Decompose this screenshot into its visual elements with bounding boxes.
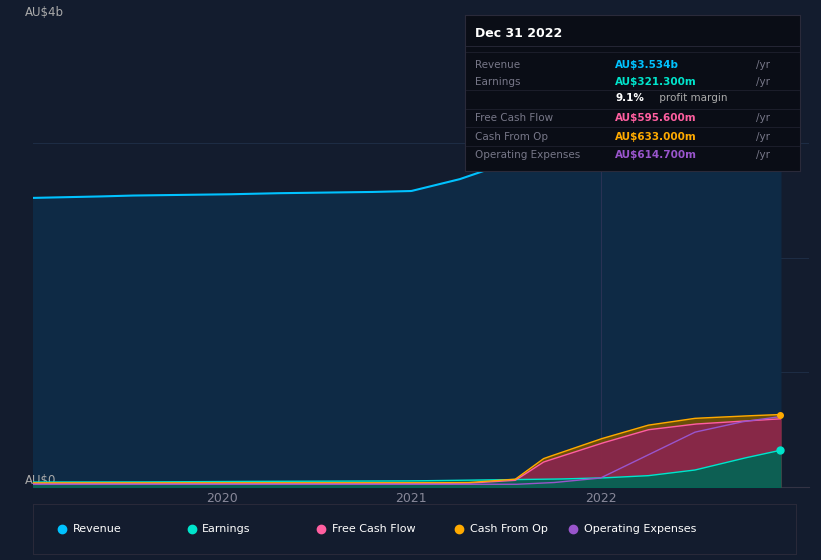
Text: Cash From Op: Cash From Op [470, 524, 548, 534]
Text: /yr: /yr [756, 60, 770, 70]
Text: Revenue: Revenue [475, 60, 520, 70]
Text: Free Cash Flow: Free Cash Flow [475, 113, 553, 123]
Text: AU$595.600m: AU$595.600m [616, 113, 697, 123]
Text: AU$614.700m: AU$614.700m [616, 150, 697, 160]
Text: Earnings: Earnings [202, 524, 251, 534]
Text: /yr: /yr [756, 113, 770, 123]
Text: /yr: /yr [756, 150, 770, 160]
Text: Operating Expenses: Operating Expenses [584, 524, 696, 534]
Text: AU$3.534b: AU$3.534b [616, 60, 680, 70]
Text: AU$0: AU$0 [25, 474, 57, 487]
Text: 9.1%: 9.1% [616, 92, 644, 102]
Text: Operating Expenses: Operating Expenses [475, 150, 580, 160]
Text: AU$4b: AU$4b [25, 6, 64, 19]
Text: profit margin: profit margin [656, 92, 727, 102]
Text: AU$321.300m: AU$321.300m [616, 77, 697, 87]
Text: /yr: /yr [756, 77, 770, 87]
Text: Revenue: Revenue [72, 524, 122, 534]
Text: Free Cash Flow: Free Cash Flow [333, 524, 415, 534]
Text: AU$633.000m: AU$633.000m [616, 132, 697, 142]
Text: /yr: /yr [756, 132, 770, 142]
Text: Cash From Op: Cash From Op [475, 132, 548, 142]
Text: Earnings: Earnings [475, 77, 521, 87]
Text: Dec 31 2022: Dec 31 2022 [475, 27, 562, 40]
